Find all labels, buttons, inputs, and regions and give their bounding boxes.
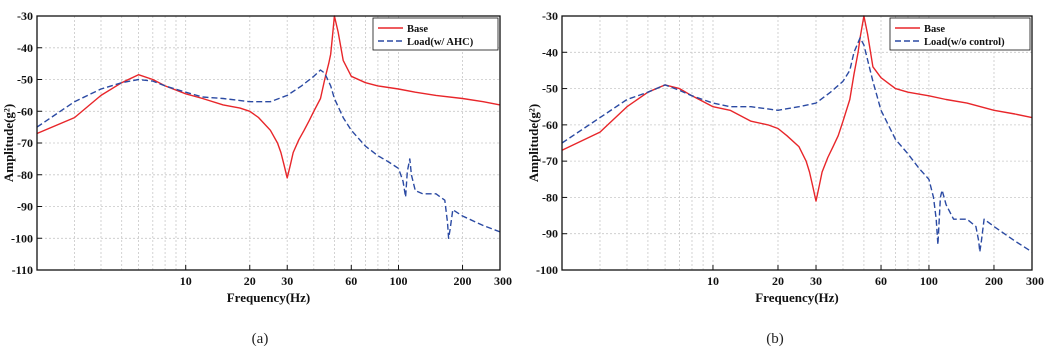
x-axis-label: Frequency(Hz) [227, 290, 311, 305]
x-tick-label: 60 [875, 274, 887, 288]
x-tick-label: 30 [810, 274, 822, 288]
y-tick-label: -60 [542, 118, 558, 132]
plot-frame [561, 15, 1033, 271]
x-tick-label: 20 [772, 274, 784, 288]
x-tick-label: 100 [920, 274, 938, 288]
y-tick-label: -30 [17, 9, 33, 23]
y-tick-label: -50 [17, 73, 33, 87]
x-tick-label: 60 [345, 274, 357, 288]
chart-panel-a: -110 -100 -90 -80 -70 -60 -50 -40 -30 10 20 30 60 100… [1, 9, 512, 347]
x-tick-label: 20 [244, 274, 256, 288]
y-tick-label: -70 [17, 136, 33, 150]
y-tick-label: -80 [542, 190, 558, 204]
series-line-base [561, 15, 1033, 202]
panel-caption: (b) [766, 331, 784, 347]
y-tick-label: -40 [17, 41, 33, 55]
y-axis-label: Amplitude(g²) [526, 104, 541, 182]
x-axis-label: Frequency(Hz) [755, 290, 839, 305]
y-tick-label: -90 [542, 227, 558, 241]
x-tick-label: 300 [494, 274, 512, 288]
y-tick-label: -30 [542, 9, 558, 23]
y-axis-label: Amplitude(g²) [1, 104, 16, 182]
legend-label-load: Load(w/o control) [924, 37, 1005, 48]
x-tick-label: 200 [985, 274, 1003, 288]
y-tick-label: -40 [542, 45, 558, 59]
legend-label-load: Load(w/ AHC) [407, 37, 474, 48]
x-tick-label: 200 [454, 274, 472, 288]
y-tick-label: -80 [17, 168, 33, 182]
y-tick-label: -100 [536, 263, 558, 277]
chart-panel-b: -100 -90 -80 -70 -60 -50 -40 -30 10 20 30 60 100 200 3… [526, 9, 1044, 347]
panel-caption: (a) [252, 331, 269, 347]
y-tick-label: -100 [11, 231, 33, 245]
series-line-load [561, 37, 1033, 253]
y-tick-label: -110 [12, 263, 33, 277]
legend-label-base: Base [924, 24, 945, 35]
legend-box [372, 17, 499, 51]
y-tick-label: -50 [542, 82, 558, 96]
grid-lines [562, 15, 1032, 271]
x-tick-label: 10 [180, 274, 192, 288]
legend: Base Load(w/ AHC) [372, 17, 499, 51]
series-line-base [36, 15, 501, 179]
legend-label-base: Base [407, 24, 428, 35]
y-tick-label: -60 [17, 104, 33, 118]
x-tick-label: 300 [1026, 274, 1044, 288]
grid-lines [37, 15, 500, 271]
series-line-load [36, 69, 501, 239]
x-tick-label: 10 [707, 274, 719, 288]
x-tick-label: 30 [281, 274, 293, 288]
y-tick-label: -70 [542, 154, 558, 168]
legend-box [889, 17, 1031, 51]
y-tick-label: -90 [17, 200, 33, 214]
x-tick-label: 100 [390, 274, 408, 288]
legend: Base Load(w/o control) [889, 17, 1031, 51]
